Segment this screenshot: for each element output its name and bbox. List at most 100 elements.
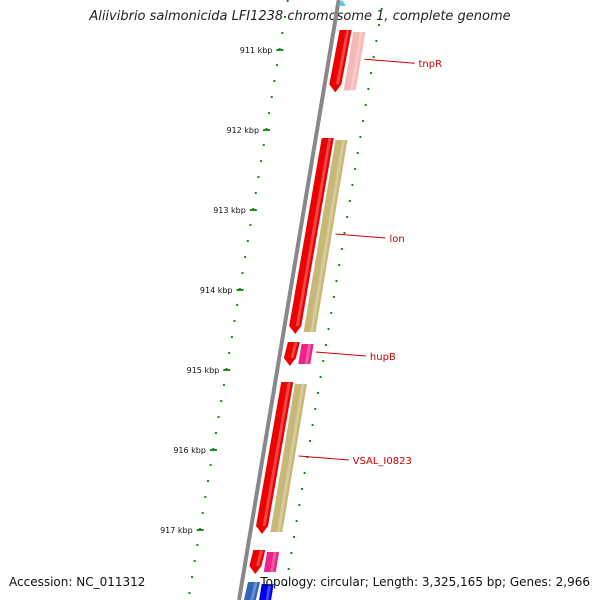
ruler-minor-tick (354, 168, 357, 170)
ruler-minor-tick (290, 552, 293, 554)
ruler-minor-tick (284, 16, 287, 18)
ruler-minor-tick (220, 400, 223, 402)
ruler-minor-tick (324, 344, 327, 346)
ruler-minor-tick (196, 544, 199, 546)
gene-label-leader (364, 58, 415, 64)
ruler-minor-tick (372, 56, 375, 58)
gene-label: VSAL_I0823 (353, 456, 412, 467)
gene-arrow (329, 30, 352, 93)
ruler-minor-tick (233, 320, 236, 322)
ruler-tick-label: 917 kbp (160, 526, 193, 535)
ruler-minor-tick (201, 512, 204, 514)
gene-arrow (243, 582, 261, 600)
ruler-major-tick (196, 529, 204, 531)
ruler-major-tick (209, 449, 217, 451)
label-layer: tnpR lon hupB VSAL_I0823 (298, 58, 443, 467)
ruler-minor-tick (276, 64, 279, 66)
gene-arrow (249, 550, 266, 574)
ruler-tick-label: 912 kbp (226, 126, 259, 135)
ruler-minor-tick (249, 224, 252, 226)
ruler-minor-tick (319, 376, 322, 378)
gene-feature-bar (270, 384, 307, 532)
gene-label: tnpR (419, 59, 443, 70)
gene-label-leader (335, 233, 386, 239)
gene-label: lon (389, 234, 404, 245)
ruler-minor-tick (286, 0, 289, 2)
ruler-tick-label: 915 kbp (187, 366, 220, 375)
ruler-minor-tick (380, 8, 383, 10)
gene-feature-bar (259, 584, 274, 600)
ruler-minor-tick (262, 144, 265, 146)
ruler-minor-tick (206, 480, 209, 482)
ruler-minor-tick (209, 464, 212, 466)
ruler-minor-tick (260, 160, 263, 162)
ruler-minor-tick (362, 120, 365, 122)
ruler-minor-tick (343, 232, 346, 234)
ruler-minor-tick (217, 416, 220, 418)
ruler-tick-label: 914 kbp (200, 286, 233, 295)
ruler-minor-tick (254, 192, 257, 194)
ruler-minor-tick (327, 328, 330, 330)
gene-feature-bar (303, 140, 348, 332)
ruler-minor-tick (293, 536, 296, 538)
gene-arrow (283, 342, 300, 366)
ruler-major-tick (249, 209, 257, 211)
ruler-major-tick (276, 49, 284, 51)
ruler-minor-tick (287, 568, 290, 570)
ruler-minor-tick (257, 176, 260, 178)
ruler-minor-tick (356, 152, 359, 154)
ruler-minor-tick (236, 304, 239, 306)
ruler-minor-tick (338, 264, 341, 266)
ruler-minor-tick (244, 256, 247, 258)
ruler-minor-tick (351, 184, 354, 186)
ruler-major-tick (236, 289, 244, 291)
ruler-minor-tick (370, 72, 373, 74)
ruler-minor-tick (330, 312, 333, 314)
ruler-minor-tick (273, 80, 276, 82)
ruler-major-tick (263, 129, 271, 131)
ruler-minor-tick (314, 408, 317, 410)
ruler-minor-tick (322, 360, 325, 362)
ruler-minor-tick (308, 440, 311, 442)
ruler-minor-tick (193, 560, 196, 562)
ruler-minor-tick (246, 240, 249, 242)
ruler-minor-tick (378, 24, 381, 26)
ruler-minor-tick (364, 104, 367, 106)
ruler-layer: 911 kbp 912 kbp 913 kbp 914 kbp 915 kbp 916 k… (160, 0, 383, 594)
ruler-minor-tick (367, 88, 370, 90)
ruler-minor-tick (214, 432, 217, 434)
ruler-minor-tick (222, 384, 225, 386)
chromosome-backbone (237, 0, 341, 600)
gene-feature-bar (263, 552, 280, 572)
ruler-minor-tick (340, 248, 343, 250)
ruler-minor-tick (311, 424, 314, 426)
map-title: Aliivibrio salmonicida LFI1238 chromosom… (89, 9, 511, 24)
gene-layer (243, 0, 366, 600)
gene-label-leader (315, 351, 366, 357)
gene-label: hupB (370, 352, 396, 363)
ruler-major-tick (223, 369, 231, 371)
ruler-tick-label: 913 kbp (213, 206, 246, 215)
ruler-minor-tick (241, 272, 244, 274)
ruler-minor-tick (303, 472, 306, 474)
ruler-minor-tick (230, 336, 233, 338)
ruler-minor-tick (188, 592, 191, 594)
gene-feature-bar (343, 32, 366, 91)
gene-arrow (256, 382, 294, 534)
backbone-layer (237, 0, 341, 600)
ruler-minor-tick (281, 32, 284, 34)
ruler-tick-label: 916 kbp (173, 446, 206, 455)
ruler-minor-tick (348, 200, 351, 202)
ruler-minor-tick (270, 96, 273, 98)
accession-text: Accession: NC_011312 (9, 575, 146, 589)
top-marker-icon (337, 0, 346, 6)
ruler-minor-tick (191, 576, 194, 578)
ruler-minor-tick (295, 520, 298, 522)
ruler-tick-label: 911 kbp (240, 46, 273, 55)
gene-feature-bar (298, 344, 314, 364)
ruler-minor-tick (359, 136, 362, 138)
ruler-minor-tick (204, 496, 207, 498)
ruler-minor-tick (285, 584, 288, 586)
